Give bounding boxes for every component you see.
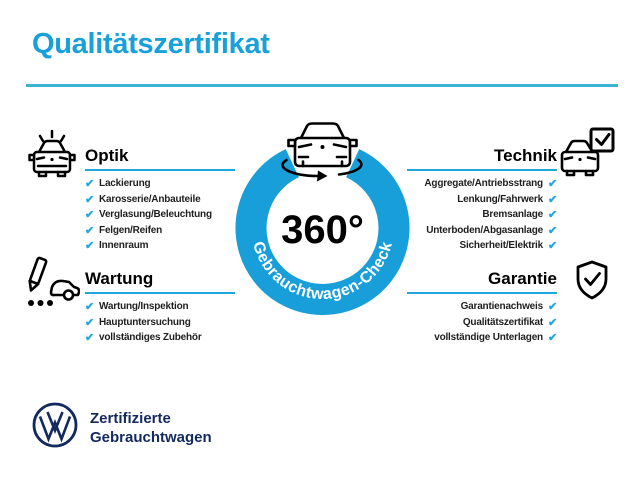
list-item: ✔ Karosserie/Anbauteile: [85, 193, 235, 206]
check-icon: ✔: [547, 332, 557, 344]
check-icon: ✔: [85, 316, 95, 329]
ring: [235, 149, 410, 315]
section-underline: [407, 292, 557, 294]
footer-brand-line2: Gebrauchtwagen: [90, 428, 212, 446]
list-item: vollständige Unterlagen ✔: [385, 332, 557, 344]
check-icon: ✔: [547, 301, 557, 313]
check-icon: ✔: [85, 209, 95, 221]
car-checkbox-icon: [560, 126, 618, 180]
page-title: Qualitätszertifikat: [32, 28, 270, 60]
pen-checklist-car-icon: [22, 256, 80, 312]
item-label: Bremsanlage: [482, 209, 543, 220]
car-shine-icon: [26, 126, 78, 180]
item-label: Lenkung/Fahrwerk: [457, 193, 543, 205]
item-label: Lackierung: [99, 178, 151, 189]
list-item: Sicherheit/Elektrik ✔: [385, 240, 558, 252]
item-label: Felgen/Reifen: [99, 224, 162, 236]
list-item: ✔ vollständiges Zubehör: [85, 332, 235, 344]
list-item: ✔ Hauptuntersuchung: [85, 316, 235, 329]
list-item: ✔ Verglasung/Beleuchtung: [85, 209, 235, 221]
check-icon: ✔: [547, 240, 557, 252]
item-label: Karosserie/Anbauteile: [99, 193, 201, 205]
section-title: Optik: [85, 146, 129, 165]
degree-label: 360°: [281, 208, 364, 252]
section-underline: [407, 169, 557, 171]
shield-check-icon: [574, 260, 610, 300]
list-item: Bremsanlage ✔: [385, 209, 557, 221]
item-label: Aggregate/Antriebsstrang: [424, 178, 543, 189]
section-optik: Optik ✔ Lackierung ✔ Karosserie/Anbauteile…: [85, 146, 235, 257]
list-item: Aggregate/Antriebsstrang ✔: [385, 178, 557, 190]
section-underline: [85, 169, 235, 171]
check-icon: ✔: [85, 193, 95, 206]
item-label: Hauptuntersuchung: [99, 316, 191, 328]
check-icon: ✔: [547, 224, 557, 237]
section-title: Technik: [494, 146, 557, 165]
list-item: ✔ Felgen/Reifen: [85, 224, 235, 237]
item-label: Wartung/Inspektion: [99, 301, 189, 312]
check-icon: ✔: [547, 193, 557, 206]
section-technik: Technik Aggregate/Antriebsstrang ✔ Lenkun…: [385, 146, 557, 257]
item-label: vollständiges Zubehör: [99, 332, 202, 343]
item-label: Unterboden/Abgasanlage: [426, 224, 543, 236]
footer-brand: Zertifizierte Gebrauchtwagen: [32, 402, 212, 453]
check-icon: ✔: [85, 224, 95, 237]
check-icon: ✔: [547, 316, 557, 329]
section-garantie: Garantie Garantienachweis ✔ Qualitätszert…: [385, 269, 557, 349]
section-title: Garantie: [488, 269, 557, 288]
list-item: ✔ Innenraum: [85, 240, 235, 252]
check-icon: ✔: [85, 240, 95, 252]
badge-360-check: Gebrauchtwagen-Check 360°: [225, 110, 420, 315]
list-item: Unterboden/Abgasanlage ✔: [385, 224, 557, 237]
item-label: Qualitätszertifikat: [462, 316, 543, 328]
section-wartung: Wartung ✔ Wartung/Inspektion ✔ Hauptunters…: [85, 269, 235, 349]
list-item: ✔ Wartung/Inspektion: [85, 301, 235, 313]
item-label: vollständige Unterlagen: [434, 332, 543, 343]
list-item: Garantienachweis ✔: [385, 301, 558, 313]
check-icon: ✔: [85, 301, 95, 313]
check-icon: ✔: [547, 209, 557, 221]
check-icon: ✔: [547, 178, 557, 190]
car-360-icon: [281, 122, 363, 182]
item-label: Verglasung/Beleuchtung: [99, 209, 212, 220]
title-divider: [26, 84, 618, 87]
vw-logo: [32, 402, 78, 453]
list-item: Qualitätszertifikat ✔: [385, 316, 557, 329]
list-item: ✔ Lackierung: [85, 178, 235, 190]
item-label: Garantienachweis: [460, 301, 544, 312]
item-label: Innenraum: [99, 240, 149, 251]
section-title: Wartung: [85, 269, 154, 288]
check-icon: ✔: [85, 178, 95, 190]
check-icon: ✔: [85, 332, 95, 344]
footer-brand-line1: Zertifizierte: [90, 409, 171, 427]
item-label: Sicherheit/Elektrik: [459, 240, 544, 251]
list-item: Lenkung/Fahrwerk ✔: [385, 193, 557, 206]
section-underline: [85, 292, 235, 294]
